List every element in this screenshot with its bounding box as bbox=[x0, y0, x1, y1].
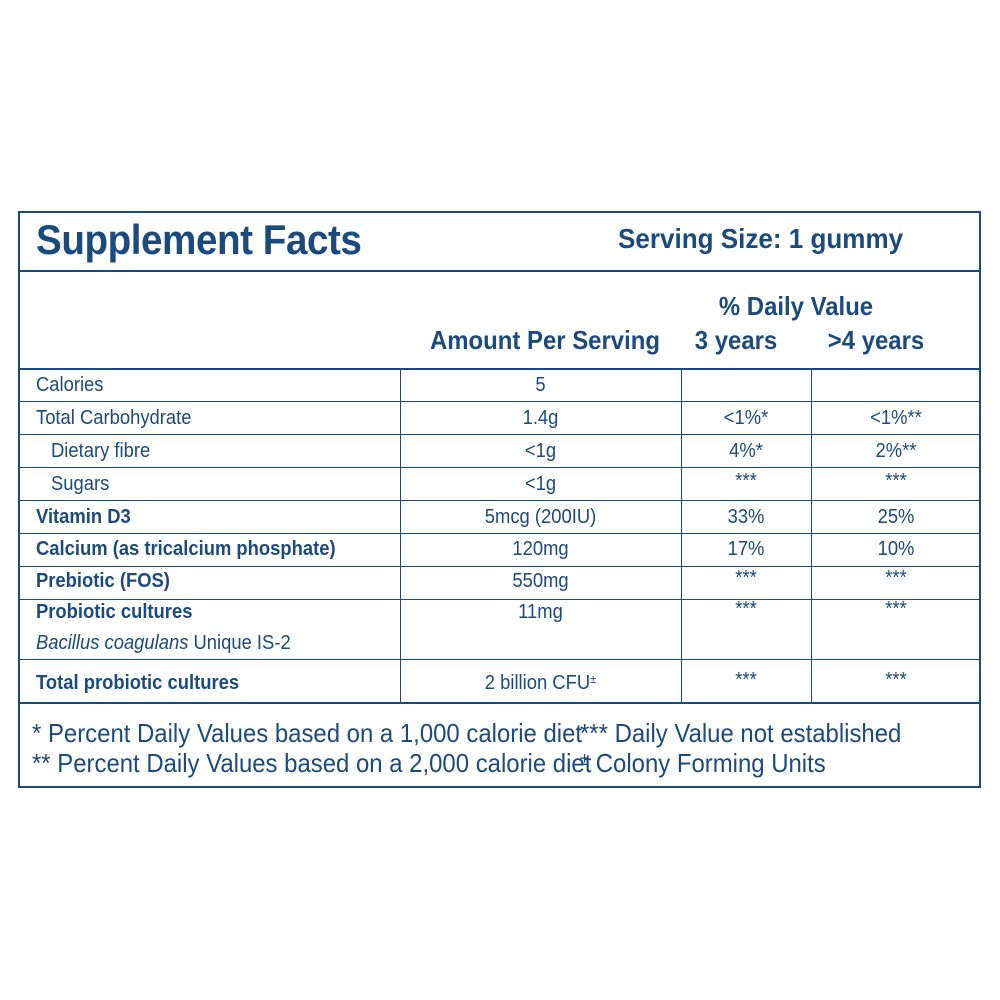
row-amount: <1g bbox=[524, 473, 557, 495]
row-amount: <1g bbox=[524, 440, 557, 462]
col-4-years-header: >4 years bbox=[827, 325, 925, 355]
column-divider bbox=[681, 368, 682, 703]
row-amount: 5 bbox=[535, 374, 546, 396]
row-amount: 5mcg (200IU) bbox=[484, 506, 597, 528]
strain-name: Unique IS-2 bbox=[188, 632, 291, 654]
column-divider bbox=[400, 368, 401, 703]
header-divider bbox=[20, 368, 979, 370]
row-dv-3-years: 4%* bbox=[729, 440, 763, 462]
row-divider bbox=[20, 500, 979, 501]
footnote-cfu-text: Colony Forming Units bbox=[589, 748, 826, 778]
serving-size: Serving Size: 1 gummy bbox=[618, 223, 904, 254]
row-label-probiotic-cultures: Probiotic cultures bbox=[36, 601, 193, 623]
row-dv-4-years: *** bbox=[885, 669, 907, 691]
footnote-1000-calorie: * Percent Daily Values based on a 1,000 … bbox=[32, 718, 583, 748]
row-label-calcium: Calcium (as tricalcium phosphate) bbox=[36, 538, 336, 560]
row-label-strain: Bacillus coagulans Unique IS-2 bbox=[36, 633, 291, 653]
row-divider bbox=[20, 566, 979, 567]
row-amount: 550mg bbox=[512, 570, 569, 592]
amount-per-serving-header: Amount Per Serving bbox=[430, 325, 660, 355]
plus-minus-symbol: ± bbox=[580, 749, 590, 769]
col-3-years-header: 3 years bbox=[694, 325, 778, 355]
daily-value-header: % Daily Value bbox=[718, 291, 874, 321]
row-amount-value: 2 billion CFU bbox=[484, 672, 591, 694]
row-label-dietary-fibre: Dietary fibre bbox=[51, 440, 151, 462]
row-divider bbox=[20, 599, 979, 600]
row-dv-3-years: 17% bbox=[727, 538, 765, 560]
supplement-facts-panel: Supplement Facts Serving Size: 1 gummy %… bbox=[18, 211, 981, 788]
footnote-cfu: ± Colony Forming Units bbox=[580, 750, 826, 776]
row-dv-3-years: *** bbox=[735, 567, 757, 589]
row-dv-4-years: *** bbox=[885, 470, 907, 492]
row-amount: 11mg bbox=[518, 601, 563, 623]
row-dv-3-years: *** bbox=[735, 598, 757, 620]
row-dv-4-years: *** bbox=[885, 567, 907, 589]
row-dv-4-years: *** bbox=[885, 598, 907, 620]
row-divider bbox=[20, 401, 979, 402]
row-dv-3-years: 33% bbox=[727, 506, 765, 528]
row-divider bbox=[20, 659, 979, 660]
footnote-2000-calorie: ** Percent Daily Values based on a 2,000… bbox=[32, 748, 592, 778]
footnote-not-established: *** Daily Value not established bbox=[580, 718, 902, 748]
row-dv-3-years: <1%* bbox=[723, 407, 769, 429]
row-amount: 2 billion CFU± bbox=[411, 673, 670, 693]
row-label-prebiotic: Prebiotic (FOS) bbox=[36, 570, 170, 592]
plus-minus-symbol: ± bbox=[590, 672, 597, 686]
row-dv-4-years: <1%** bbox=[870, 407, 922, 429]
row-divider bbox=[20, 467, 979, 468]
row-dv-4-years: 2%** bbox=[875, 440, 917, 462]
row-dv-4-years: 10% bbox=[877, 538, 915, 560]
row-label-vitamin-d3: Vitamin D3 bbox=[36, 506, 131, 528]
row-label-calories: Calories bbox=[36, 374, 104, 396]
title-divider bbox=[20, 270, 979, 272]
row-amount: 120mg bbox=[512, 538, 569, 560]
row-dv-3-years: *** bbox=[735, 669, 757, 691]
column-divider bbox=[811, 368, 812, 703]
footnote-divider bbox=[20, 702, 979, 704]
row-dv-3-years: *** bbox=[735, 470, 757, 492]
row-divider bbox=[20, 533, 979, 534]
row-amount: 1.4g bbox=[522, 407, 559, 429]
row-label-sugars: Sugars bbox=[51, 473, 110, 495]
row-label-total-probiotic-cultures: Total probiotic cultures bbox=[36, 672, 240, 694]
strain-species: Bacillus coagulans bbox=[36, 632, 189, 654]
row-dv-4-years: 25% bbox=[877, 506, 915, 528]
panel-title: Supplement Facts bbox=[36, 216, 362, 263]
row-label-total-carbohydrate: Total Carbohydrate bbox=[36, 407, 192, 429]
row-divider bbox=[20, 434, 979, 435]
